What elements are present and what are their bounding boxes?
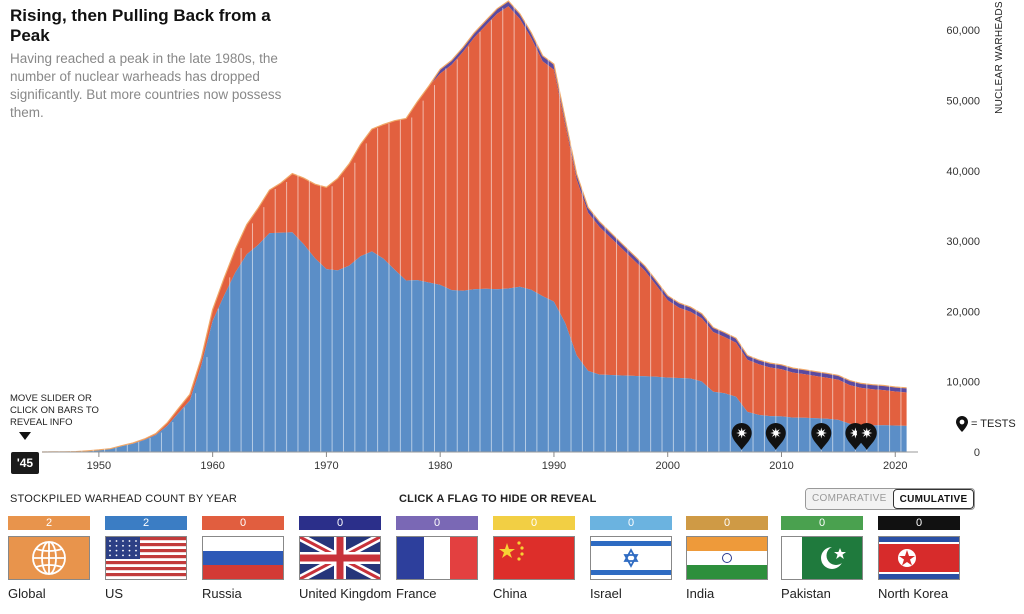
x-axis: 1950 1960 1970 1980 1990 2000 2010 2020 — [42, 451, 918, 470]
flag-count-france: 0 — [396, 516, 478, 530]
flag-card-pakistan[interactable]: 0 Pakistan — [781, 516, 863, 614]
y-axis-title-text: NUCLEAR WARHEADS — [994, 1, 1005, 114]
flag-count-russia: 0 — [202, 516, 284, 530]
slider-hint: MOVE SLIDER OR CLICK ON BARS TO REVEAL I… — [10, 393, 99, 428]
tests-legend-label: = TESTS — [971, 418, 1016, 430]
global-total-line — [41, 0, 907, 453]
flag-count-china: 0 — [493, 516, 575, 530]
flag-russia-icon[interactable] — [202, 536, 284, 580]
tests-legend: = TESTS — [956, 416, 1016, 432]
y-tick-label: 60,000 — [946, 25, 980, 37]
flag-pakistan-icon[interactable] — [781, 536, 863, 580]
flag-israel-icon[interactable] — [590, 536, 672, 580]
chart-subtitle: Having reached a peak in the late 1980s,… — [10, 51, 282, 120]
test-marker-2017 — [856, 423, 877, 450]
flag-label-russia: Russia — [202, 586, 242, 601]
flag-india-icon[interactable] — [686, 536, 768, 580]
x-tick-label: 2000 — [655, 460, 679, 470]
x-tick-label: 1980 — [428, 460, 452, 470]
area-us — [42, 232, 907, 452]
y-axis-title: NUCLEAR WARHEADS — [992, 1, 1006, 117]
view-toggle[interactable]: COMPARATIVE CUMULATIVE — [805, 488, 976, 510]
flag-label-north-korea: North Korea — [878, 586, 949, 601]
flag-card-india[interactable]: 0 India — [686, 516, 768, 614]
year-slider-handle[interactable]: '45 — [11, 452, 39, 474]
flag-card-north-korea[interactable]: 0 North Korea — [878, 516, 960, 614]
flag-france-icon[interactable] — [396, 536, 478, 580]
y-tick-label: 0 — [974, 447, 980, 459]
test-marker-2013 — [811, 423, 832, 450]
test-marker-2009 — [765, 423, 786, 450]
flag-label-uk: United Kingdom — [299, 586, 392, 601]
flag-label-global: Global — [8, 586, 46, 601]
chart-title: Rising, then Pulling Back from a Peak — [10, 6, 271, 45]
x-tick-label: 1960 — [200, 460, 224, 470]
warhead-chart[interactable]: 1950 1960 1970 1980 1990 2000 2010 2020 0 10,000… — [0, 0, 1024, 470]
flag-instruction: CLICK A FLAG TO HIDE OR REVEAL — [399, 493, 597, 505]
flag-label-israel: Israel — [590, 586, 622, 601]
area-russia — [42, 6, 907, 452]
flag-card-china[interactable]: 0 China — [493, 516, 575, 614]
y-tick-label: 20,000 — [946, 306, 980, 318]
flag-count-israel: 0 — [590, 516, 672, 530]
x-tick-label: 2010 — [769, 460, 793, 470]
flag-card-israel[interactable]: 0 Israel — [590, 516, 672, 614]
tests-layer — [731, 423, 877, 450]
flag-us-icon[interactable] — [105, 536, 187, 580]
y-tick-label: 30,000 — [946, 236, 980, 248]
slider-arrow-icon — [19, 432, 31, 440]
title-block: Rising, then Pulling Back from a Peak Ha… — [10, 6, 310, 122]
cumulative-toggle[interactable]: CUMULATIVE — [892, 489, 975, 509]
bar-lines[interactable] — [47, 0, 913, 452]
flag-label-china: China — [493, 586, 527, 601]
map-pin-icon — [956, 416, 968, 432]
y-tick-label: 50,000 — [946, 95, 980, 107]
x-tick-label: 2020 — [883, 460, 907, 470]
flag-card-uk[interactable]: 0 United Kingdom — [299, 516, 392, 614]
area-layer — [41, 0, 907, 453]
flag-count-india: 0 — [686, 516, 768, 530]
globe-icon[interactable] — [8, 536, 90, 580]
flag-north-korea-icon[interactable] — [878, 536, 960, 580]
count-by-year-label: STOCKPILED WARHEAD COUNT BY YEAR — [10, 493, 238, 505]
flag-label-france: France — [396, 586, 437, 601]
x-tick-label: 1950 — [87, 460, 111, 470]
flag-count-global: 2 — [8, 516, 90, 530]
y-tick-label: 40,000 — [946, 166, 980, 178]
flag-card-us[interactable]: 2 US — [105, 516, 187, 614]
flag-card-france[interactable]: 0 France — [396, 516, 478, 614]
y-tick-label: 10,000 — [946, 377, 980, 389]
x-tick-label: 1970 — [314, 460, 338, 470]
flag-row: 2 Global 2 US 0 Russia 0 United Kingdom 0 France 0… — [0, 516, 1024, 614]
flag-count-pakistan: 0 — [781, 516, 863, 530]
flag-label-us: US — [105, 586, 124, 601]
flag-count-us: 2 — [105, 516, 187, 530]
y-axis: 0 10,000 20,000 30,000 40,000 50,000 60,000 — [946, 25, 980, 459]
flag-label-pakistan: Pakistan — [781, 586, 831, 601]
flag-card-global[interactable]: 2 Global — [8, 516, 90, 614]
flag-uk-icon[interactable] — [299, 536, 381, 580]
test-marker-2006 — [731, 423, 752, 450]
flag-count-north-korea: 0 — [878, 516, 960, 530]
flag-card-russia[interactable]: 0 Russia — [202, 516, 284, 614]
flag-china-icon[interactable] — [493, 536, 575, 580]
x-tick-label: 1990 — [542, 460, 566, 470]
flag-label-india: India — [686, 586, 715, 601]
comparative-toggle[interactable]: COMPARATIVE — [806, 489, 893, 509]
flag-count-uk: 0 — [299, 516, 381, 530]
